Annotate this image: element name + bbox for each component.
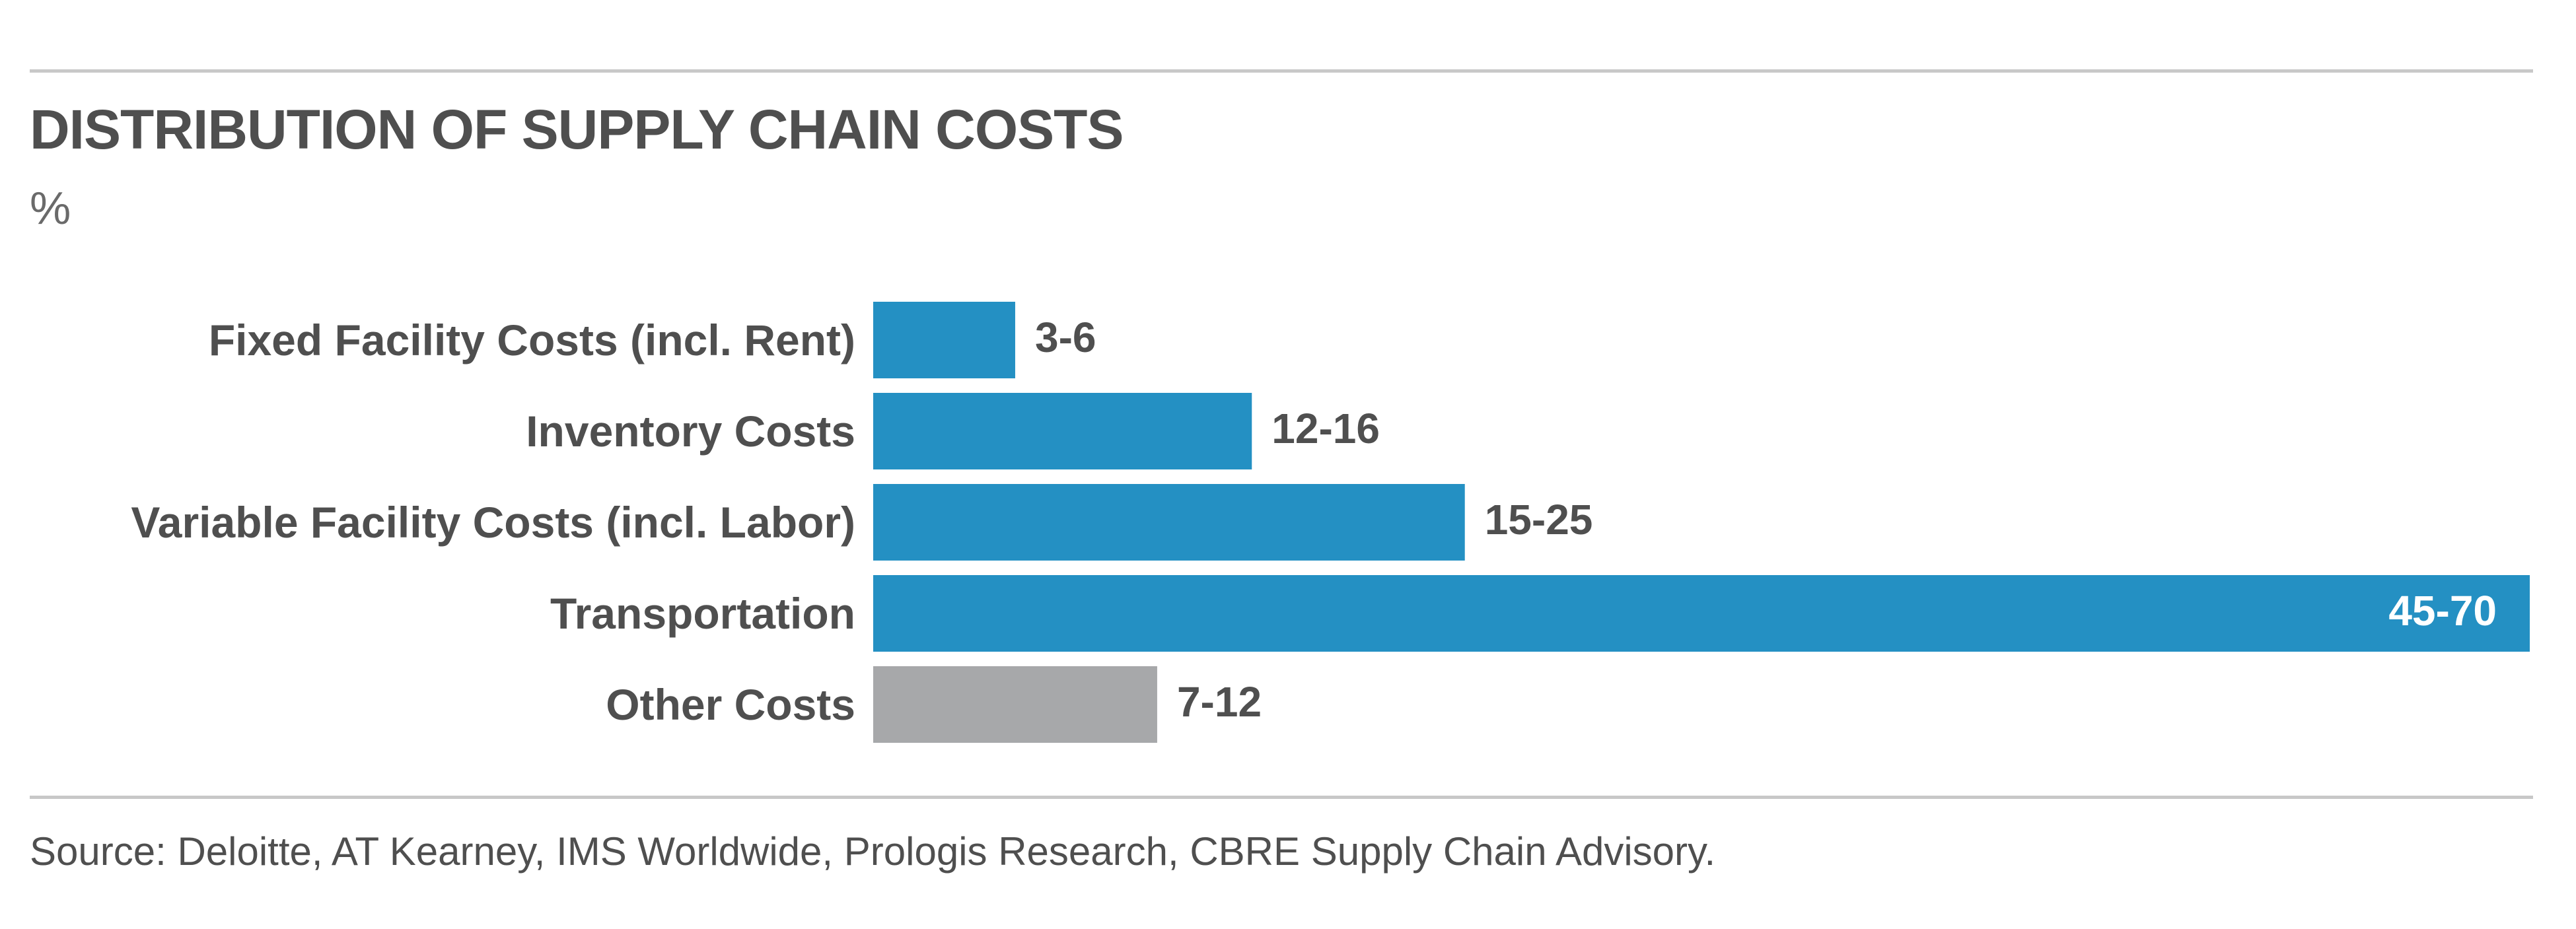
category-label: Inventory Costs bbox=[526, 407, 855, 456]
chart-title: DISTRIBUTION OF SUPPLY CHAIN COSTS bbox=[30, 98, 1124, 160]
data-label: 15-25 bbox=[1485, 496, 1593, 543]
bar bbox=[873, 393, 1252, 469]
data-label: 7-12 bbox=[1177, 678, 1262, 726]
bar bbox=[873, 575, 2530, 652]
bar bbox=[873, 302, 1015, 378]
bar bbox=[873, 666, 1157, 743]
category-label: Other Costs bbox=[606, 680, 855, 729]
chart-unit: % bbox=[30, 182, 71, 234]
bars-group: Fixed Facility Costs (incl. Rent) 3-6 Inve… bbox=[131, 302, 2530, 743]
category-label: Fixed Facility Costs (incl. Rent) bbox=[209, 316, 855, 364]
data-label: 45-70 bbox=[2388, 587, 2497, 635]
category-label: Variable Facility Costs (incl. Labor) bbox=[131, 498, 855, 547]
bottom-divider bbox=[30, 796, 2533, 799]
data-label: 3-6 bbox=[1035, 314, 1096, 361]
bar bbox=[873, 484, 1465, 561]
category-label: Transportation bbox=[550, 589, 855, 638]
top-divider bbox=[30, 69, 2533, 73]
data-label: 12-16 bbox=[1271, 405, 1380, 452]
bar-chart: Fixed Facility Costs (incl. Rent) 3-6 Inve… bbox=[131, 302, 2530, 743]
source-note: Source: Deloitte, AT Kearney, IMS Worldw… bbox=[30, 829, 1716, 874]
